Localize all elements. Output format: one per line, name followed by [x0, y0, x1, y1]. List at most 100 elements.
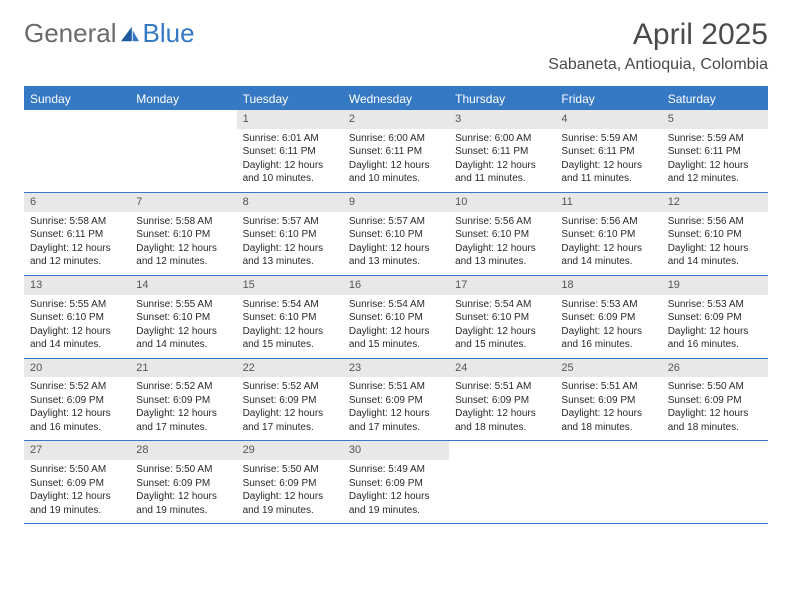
day-cell: 9Sunrise: 5:57 AMSunset: 6:10 PMDaylight…	[343, 193, 449, 275]
sunrise-text: Sunrise: 5:53 AM	[668, 298, 762, 312]
sunset-text: Sunset: 6:10 PM	[349, 228, 443, 242]
dow-cell: Saturday	[662, 88, 768, 110]
sunrise-text: Sunrise: 5:56 AM	[668, 215, 762, 229]
sunset-text: Sunset: 6:11 PM	[349, 145, 443, 159]
day-number: 12	[662, 193, 768, 212]
day-body: Sunrise: 6:01 AMSunset: 6:11 PMDaylight:…	[237, 129, 343, 192]
daylight-text: Daylight: 12 hours and 14 minutes.	[561, 242, 655, 269]
day-number: 18	[555, 276, 661, 295]
daylight-text: Daylight: 12 hours and 14 minutes.	[668, 242, 762, 269]
sunset-text: Sunset: 6:09 PM	[30, 394, 124, 408]
day-cell: 7Sunrise: 5:58 AMSunset: 6:10 PMDaylight…	[130, 193, 236, 275]
daylight-text: Daylight: 12 hours and 16 minutes.	[668, 325, 762, 352]
daylight-text: Daylight: 12 hours and 17 minutes.	[349, 407, 443, 434]
day-body: Sunrise: 5:54 AMSunset: 6:10 PMDaylight:…	[343, 295, 449, 358]
daylight-text: Daylight: 12 hours and 15 minutes.	[349, 325, 443, 352]
day-body: Sunrise: 5:56 AMSunset: 6:10 PMDaylight:…	[555, 212, 661, 275]
sunrise-text: Sunrise: 5:59 AM	[668, 132, 762, 146]
day-cell: 25Sunrise: 5:51 AMSunset: 6:09 PMDayligh…	[555, 359, 661, 441]
sunset-text: Sunset: 6:10 PM	[243, 311, 337, 325]
day-number: 13	[24, 276, 130, 295]
sunset-text: Sunset: 6:10 PM	[136, 311, 230, 325]
sunrise-text: Sunrise: 6:01 AM	[243, 132, 337, 146]
sunrise-text: Sunrise: 5:51 AM	[455, 380, 549, 394]
day-cell: 8Sunrise: 5:57 AMSunset: 6:10 PMDaylight…	[237, 193, 343, 275]
daylight-text: Daylight: 12 hours and 13 minutes.	[243, 242, 337, 269]
daylight-text: Daylight: 12 hours and 12 minutes.	[30, 242, 124, 269]
day-cell: 28Sunrise: 5:50 AMSunset: 6:09 PMDayligh…	[130, 441, 236, 523]
day-number: 17	[449, 276, 555, 295]
day-number: 20	[24, 359, 130, 378]
day-body: Sunrise: 5:53 AMSunset: 6:09 PMDaylight:…	[555, 295, 661, 358]
calendar-grid: SundayMondayTuesdayWednesdayThursdayFrid…	[24, 86, 768, 524]
day-number: 22	[237, 359, 343, 378]
day-cell	[130, 110, 236, 192]
sunset-text: Sunset: 6:10 PM	[349, 311, 443, 325]
day-cell: 15Sunrise: 5:54 AMSunset: 6:10 PMDayligh…	[237, 276, 343, 358]
sunset-text: Sunset: 6:09 PM	[349, 477, 443, 491]
daylight-text: Daylight: 12 hours and 19 minutes.	[136, 490, 230, 517]
day-body: Sunrise: 5:52 AMSunset: 6:09 PMDaylight:…	[24, 377, 130, 440]
brand-part2: Blue	[143, 18, 195, 49]
month-title: April 2025	[548, 18, 768, 52]
daylight-text: Daylight: 12 hours and 13 minutes.	[455, 242, 549, 269]
day-number: 1	[237, 110, 343, 129]
dow-header-row: SundayMondayTuesdayWednesdayThursdayFrid…	[24, 88, 768, 110]
sunrise-text: Sunrise: 5:58 AM	[30, 215, 124, 229]
day-cell: 19Sunrise: 5:53 AMSunset: 6:09 PMDayligh…	[662, 276, 768, 358]
daylight-text: Daylight: 12 hours and 13 minutes.	[349, 242, 443, 269]
dow-cell: Tuesday	[237, 88, 343, 110]
day-body: Sunrise: 5:50 AMSunset: 6:09 PMDaylight:…	[662, 377, 768, 440]
day-cell: 14Sunrise: 5:55 AMSunset: 6:10 PMDayligh…	[130, 276, 236, 358]
day-number: 23	[343, 359, 449, 378]
day-cell: 6Sunrise: 5:58 AMSunset: 6:11 PMDaylight…	[24, 193, 130, 275]
sunset-text: Sunset: 6:09 PM	[455, 394, 549, 408]
sunset-text: Sunset: 6:10 PM	[455, 228, 549, 242]
daylight-text: Daylight: 12 hours and 18 minutes.	[668, 407, 762, 434]
day-cell: 5Sunrise: 5:59 AMSunset: 6:11 PMDaylight…	[662, 110, 768, 192]
calendar-page: General Blue April 2025 Sabaneta, Antioq…	[0, 0, 792, 542]
page-header: General Blue April 2025 Sabaneta, Antioq…	[24, 18, 768, 74]
day-number: 30	[343, 441, 449, 460]
daylight-text: Daylight: 12 hours and 17 minutes.	[243, 407, 337, 434]
day-cell: 26Sunrise: 5:50 AMSunset: 6:09 PMDayligh…	[662, 359, 768, 441]
day-body: Sunrise: 6:00 AMSunset: 6:11 PMDaylight:…	[343, 129, 449, 192]
sunrise-text: Sunrise: 5:51 AM	[349, 380, 443, 394]
day-number: 16	[343, 276, 449, 295]
day-cell: 23Sunrise: 5:51 AMSunset: 6:09 PMDayligh…	[343, 359, 449, 441]
sunset-text: Sunset: 6:10 PM	[561, 228, 655, 242]
daylight-text: Daylight: 12 hours and 12 minutes.	[136, 242, 230, 269]
daylight-text: Daylight: 12 hours and 14 minutes.	[136, 325, 230, 352]
day-body: Sunrise: 5:49 AMSunset: 6:09 PMDaylight:…	[343, 460, 449, 523]
day-body: Sunrise: 5:57 AMSunset: 6:10 PMDaylight:…	[343, 212, 449, 275]
daylight-text: Daylight: 12 hours and 16 minutes.	[561, 325, 655, 352]
day-cell: 20Sunrise: 5:52 AMSunset: 6:09 PMDayligh…	[24, 359, 130, 441]
week-row: 13Sunrise: 5:55 AMSunset: 6:10 PMDayligh…	[24, 276, 768, 359]
day-number: 15	[237, 276, 343, 295]
day-body: Sunrise: 5:59 AMSunset: 6:11 PMDaylight:…	[555, 129, 661, 192]
sunset-text: Sunset: 6:09 PM	[30, 477, 124, 491]
day-number: 2	[343, 110, 449, 129]
day-body: Sunrise: 5:50 AMSunset: 6:09 PMDaylight:…	[24, 460, 130, 523]
week-row: 27Sunrise: 5:50 AMSunset: 6:09 PMDayligh…	[24, 441, 768, 524]
day-cell: 30Sunrise: 5:49 AMSunset: 6:09 PMDayligh…	[343, 441, 449, 523]
daylight-text: Daylight: 12 hours and 18 minutes.	[561, 407, 655, 434]
day-body: Sunrise: 5:53 AMSunset: 6:09 PMDaylight:…	[662, 295, 768, 358]
day-cell: 1Sunrise: 6:01 AMSunset: 6:11 PMDaylight…	[237, 110, 343, 192]
sunset-text: Sunset: 6:11 PM	[668, 145, 762, 159]
day-cell: 3Sunrise: 6:00 AMSunset: 6:11 PMDaylight…	[449, 110, 555, 192]
day-body: Sunrise: 5:50 AMSunset: 6:09 PMDaylight:…	[237, 460, 343, 523]
day-number: 9	[343, 193, 449, 212]
sunrise-text: Sunrise: 5:56 AM	[561, 215, 655, 229]
day-number: 28	[130, 441, 236, 460]
day-number: 4	[555, 110, 661, 129]
daylight-text: Daylight: 12 hours and 15 minutes.	[243, 325, 337, 352]
sunset-text: Sunset: 6:09 PM	[561, 394, 655, 408]
day-cell	[555, 441, 661, 523]
sunrise-text: Sunrise: 5:55 AM	[30, 298, 124, 312]
day-cell	[449, 441, 555, 523]
day-number: 26	[662, 359, 768, 378]
day-body: Sunrise: 5:52 AMSunset: 6:09 PMDaylight:…	[237, 377, 343, 440]
day-number: 6	[24, 193, 130, 212]
sunset-text: Sunset: 6:10 PM	[243, 228, 337, 242]
